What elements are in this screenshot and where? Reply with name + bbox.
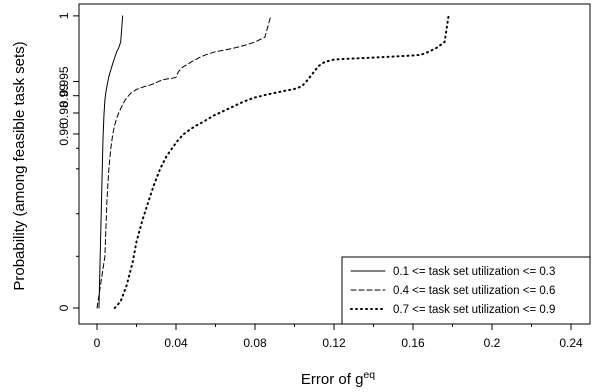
series-lines xyxy=(96,14,450,309)
legend-label-1: 0.1 <= task set utilization <= 0.3 xyxy=(393,266,555,278)
legend-label-3: 0.7 <= task set utilization <= 0.9 xyxy=(393,304,555,316)
x-tick-label: 0.08 xyxy=(243,336,267,350)
x-axis-title-main: Error of g xyxy=(301,371,364,388)
x-axis: 0 0.04 0.08 0.12 0.16 0.2 0.24 xyxy=(94,324,583,350)
legend: 0.1 <= task set utilization <= 0.3 0.4 <=… xyxy=(341,256,591,325)
x-tick-label: 0.24 xyxy=(559,336,583,350)
x-tick-label: 0.2 xyxy=(484,336,501,350)
x-tick-label: 0.12 xyxy=(322,336,346,350)
y-tick-label: 0.98 xyxy=(57,101,71,125)
x-tick-label: 0.16 xyxy=(401,336,425,350)
y-axis: 0 0.960.980.990.995 1 xyxy=(57,12,79,311)
legend-label-2: 0.4 <= task set utilization <= 0.6 xyxy=(393,285,555,297)
x-axis-title-superscript: eq xyxy=(363,369,375,381)
x-axis-title: Error of geq xyxy=(301,369,375,388)
series-line-2 xyxy=(96,15,272,309)
series-line-1 xyxy=(98,15,124,309)
y-tick-label: 0.99 xyxy=(57,84,71,108)
x-tick-label: 0.04 xyxy=(164,336,188,350)
x-tick-label: 0 xyxy=(94,336,101,350)
y-tick-label: 0.995 xyxy=(57,66,71,96)
y-tick-label: 0.96 xyxy=(57,122,71,146)
y-tick-label: 0 xyxy=(57,304,71,311)
y-axis-title: Probability (among feasible task sets) xyxy=(11,41,28,290)
y-tick-label: 1 xyxy=(57,12,71,19)
series-line-3 xyxy=(113,14,450,309)
